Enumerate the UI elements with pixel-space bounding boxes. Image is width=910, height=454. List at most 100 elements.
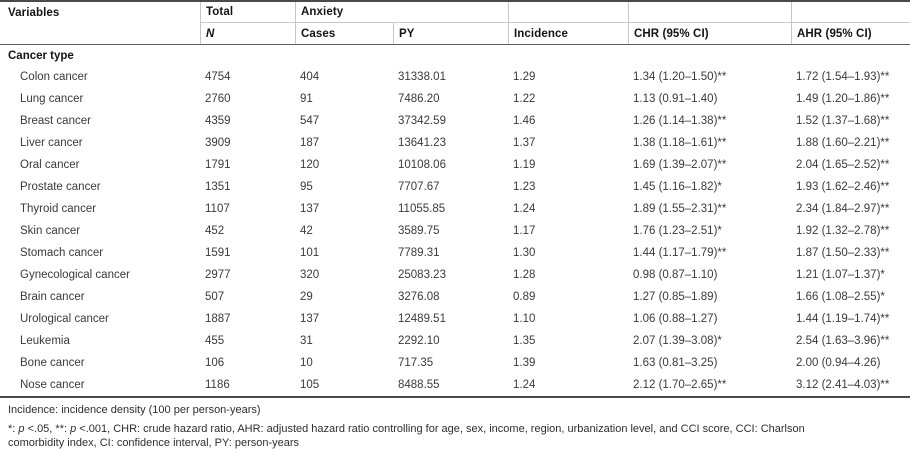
footnote-abbreviations-line1: *: p <.05, **: p <.001, CHR: crude hazar…: [8, 422, 910, 436]
table-row: Lung cancer 2760 91 7486.20 1.22 1.13 (0.91–1…: [0, 88, 910, 110]
cell-chr: 1.45 (1.16–1.82)*: [633, 181, 722, 193]
cell-cases: 29: [300, 291, 313, 303]
cell-cases: 120: [300, 159, 320, 171]
cell-py: 2292.10: [398, 335, 440, 347]
table-row: Breast cancer 4359 547 37342.59 1.46 1.26 (1.…: [0, 110, 910, 132]
footnote-part: <.05, **:: [24, 423, 71, 435]
cell-label: Nose cancer: [20, 379, 85, 391]
cell-ahr: 2.00 (0.94–4.26): [796, 357, 881, 369]
cell-chr: 1.34 (1.20–1.50)**: [633, 71, 727, 83]
table-header: Variables Total Anxiety N Cases PY Incid…: [0, 2, 910, 45]
cell-n: 1887: [205, 313, 231, 325]
cell-cases: 187: [300, 137, 320, 149]
cell-n: 106: [205, 357, 225, 369]
cell-ahr: 1.49 (1.20–1.86)**: [796, 93, 890, 105]
cell-label: Thyroid cancer: [20, 203, 97, 215]
group-label: Cancer type: [8, 49, 74, 62]
cell-label: Prostate cancer: [20, 181, 101, 193]
col-header-incidence: Incidence: [508, 23, 628, 44]
table-row: Colon cancer 4754 404 31338.01 1.29 1.34 (1.2…: [0, 66, 910, 88]
footnote-part: *:: [8, 423, 19, 435]
cell-ahr: 1.92 (1.32–2.78)**: [796, 225, 890, 237]
col-header-total: Total: [200, 2, 295, 23]
cell-chr: 1.38 (1.18–1.61)**: [633, 137, 727, 149]
cell-n: 1591: [205, 247, 231, 259]
col-header-ahr: AHR (95% CI): [791, 23, 910, 44]
cell-py: 3589.75: [398, 225, 440, 237]
cell-n: 2760: [205, 93, 231, 105]
cell-incidence: 1.22: [513, 93, 536, 105]
cell-n: 1351: [205, 181, 231, 193]
cell-ahr: 3.12 (2.41–4.03)**: [796, 379, 890, 391]
cell-ahr: 2.04 (1.65–2.52)**: [796, 159, 890, 171]
col-header-variables: Variables: [8, 6, 60, 19]
cell-n: 1186: [205, 379, 230, 391]
cell-chr: 1.89 (1.55–2.31)**: [633, 203, 727, 215]
col-header-py: PY: [393, 23, 508, 44]
cell-py: 12489.51: [398, 313, 446, 325]
table-row: Urological cancer 1887 137 12489.51 1.10 1.06…: [0, 308, 910, 330]
cell-cases: 137: [300, 203, 320, 215]
cell-ahr: 1.93 (1.62–2.46)**: [796, 181, 890, 193]
cell-ahr: 2.34 (1.84–2.97)**: [796, 203, 890, 215]
cell-n: 452: [205, 225, 225, 237]
cell-chr: 1.76 (1.23–2.51)*: [633, 225, 722, 237]
cell-incidence: 1.37: [513, 137, 536, 149]
cell-ahr: 1.72 (1.54–1.93)**: [796, 71, 890, 83]
cell-ahr: 1.88 (1.60–2.21)**: [796, 137, 890, 149]
cell-cases: 547: [300, 115, 320, 127]
cell-cases: 320: [300, 269, 320, 281]
group-row-cancer-type: Cancer type: [0, 45, 910, 66]
cell-incidence: 1.28: [513, 269, 536, 281]
cell-chr: 2.07 (1.39–3.08)*: [633, 335, 722, 347]
header-row-1: Variables Total Anxiety: [0, 2, 910, 23]
cell-n: 4359: [205, 115, 231, 127]
cell-py: 37342.59: [398, 115, 446, 127]
cell-chr: 1.26 (1.14–1.38)**: [633, 115, 727, 127]
cell-py: 7789.31: [398, 247, 440, 259]
header-spacer-incidence: [508, 2, 628, 23]
cell-py: 13641.23: [398, 137, 446, 149]
cell-incidence: 1.17: [513, 225, 536, 237]
footnote-p-italic: p: [70, 423, 77, 435]
header-spacer-variables: [0, 23, 200, 44]
cell-incidence: 1.19: [513, 159, 536, 171]
cell-label: Colon cancer: [20, 71, 88, 83]
cell-incidence: 1.39: [513, 357, 536, 369]
cell-chr: 1.13 (0.91–1.40): [633, 93, 718, 105]
cell-incidence: 0.89: [513, 291, 536, 303]
cell-label: Gynecological cancer: [20, 269, 130, 281]
cell-chr: 1.44 (1.17–1.79)**: [633, 247, 727, 259]
cell-incidence: 1.10: [513, 313, 536, 325]
cell-cases: 91: [300, 93, 313, 105]
cell-label: Lung cancer: [20, 93, 84, 105]
cell-ahr: 1.66 (1.08–2.55)*: [796, 291, 885, 303]
col-header-chr: CHR (95% CI): [628, 23, 791, 44]
footnote-part: <.001, CHR: crude hazard ratio, AHR: adj…: [76, 423, 805, 435]
col-header-cases: Cases: [295, 23, 393, 44]
cell-cases: 42: [300, 225, 313, 237]
table-row: Gynecological cancer 2977 320 25083.23 1.28 0…: [0, 264, 910, 286]
cell-py: 10108.06: [398, 159, 446, 171]
cell-chr: 1.63 (0.81–3.25): [633, 357, 718, 369]
cell-py: 31338.01: [398, 71, 446, 83]
cell-label: Oral cancer: [20, 159, 80, 171]
cell-ahr: 1.21 (1.07–1.37)*: [796, 269, 885, 281]
cell-cases: 101: [300, 247, 320, 259]
cell-incidence: 1.46: [513, 115, 536, 127]
table-body: Colon cancer 4754 404 31338.01 1.29 1.34 (1.2…: [0, 66, 910, 396]
table-row: Oral cancer 1791 120 10108.06 1.19 1.69 (1.39…: [0, 154, 910, 176]
cell-n: 1791: [205, 159, 231, 171]
cell-cases: 105: [300, 379, 320, 391]
footnote-incidence: Incidence: incidence density (100 per pe…: [8, 404, 261, 416]
table-row: Liver cancer 3909 187 13641.23 1.37 1.38 (1.1…: [0, 132, 910, 154]
cell-n: 2977: [205, 269, 231, 281]
cell-label: Leukemia: [20, 335, 70, 347]
cell-incidence: 1.23: [513, 181, 536, 193]
cell-n: 4754: [205, 71, 231, 83]
footnote-p-italic: p: [18, 423, 25, 435]
header-spacer-chr: [628, 2, 791, 23]
cell-chr: 1.06 (0.88–1.27): [633, 313, 718, 325]
cancer-anxiety-table: Variables Total Anxiety N Cases PY Incid…: [0, 0, 910, 398]
